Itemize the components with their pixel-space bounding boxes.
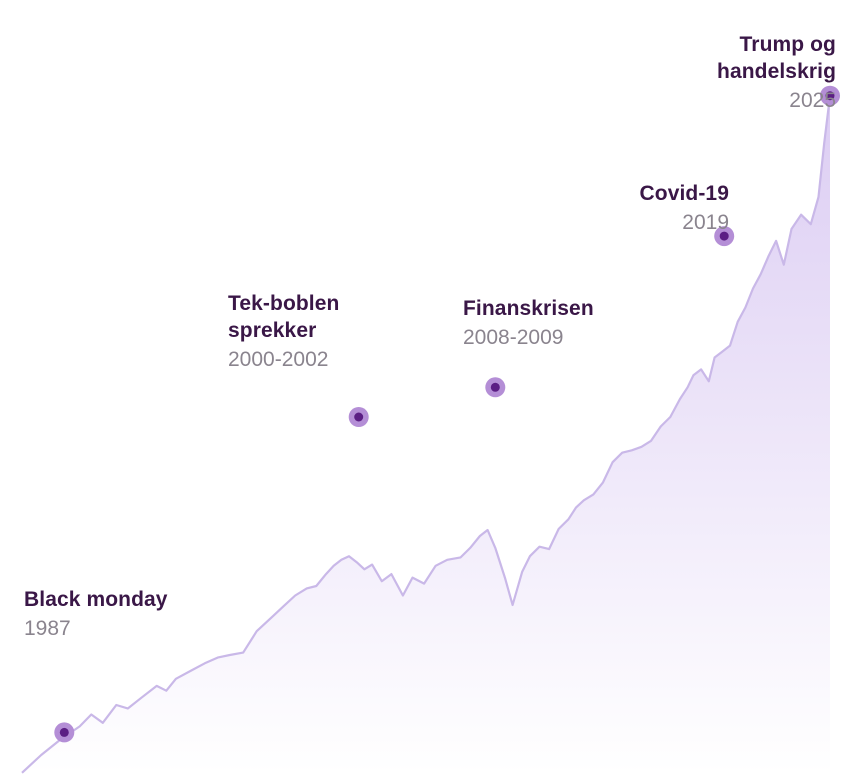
annotation-title: Black monday (24, 588, 168, 611)
annotation-title-line-2: sprekker (228, 318, 317, 342)
annotation-finanskrisen: Finanskrisen 2008-2009 (463, 296, 594, 352)
annotation-title-line-1: Trump og (739, 33, 836, 56)
annotation-period: 2025 (789, 88, 836, 112)
annotation-title-line-2: handelskrig (717, 59, 836, 83)
event-markers (54, 85, 840, 743)
event-marker-3 (719, 231, 729, 241)
annotation-period: 2008-2009 (463, 325, 564, 349)
event-marker-2 (490, 382, 500, 392)
event-marker-0 (59, 727, 69, 737)
annotation-trump-handelskrig: Trump og handelskrig 2025 (717, 32, 836, 115)
series-line (21, 95, 832, 774)
annotation-period: 2019 (682, 210, 729, 234)
annotation-title: Finanskrisen (463, 297, 594, 320)
annotation-tek-boblen: Tek-boblen sprekker 2000-2002 (228, 291, 339, 374)
annotation-period: 1987 (24, 616, 71, 640)
event-marker-1 (354, 412, 364, 422)
annotation-title-line-1: Tek-boblen (228, 292, 340, 315)
annotation-period: 2000-2002 (228, 347, 329, 371)
event-marker-4 (825, 91, 835, 101)
annotation-title: Covid-19 (639, 182, 729, 205)
annotation-black-monday: Black monday 1987 (24, 587, 168, 643)
series-area-fill (22, 95, 830, 774)
annotation-covid-19: Covid-19 2019 (640, 181, 730, 237)
